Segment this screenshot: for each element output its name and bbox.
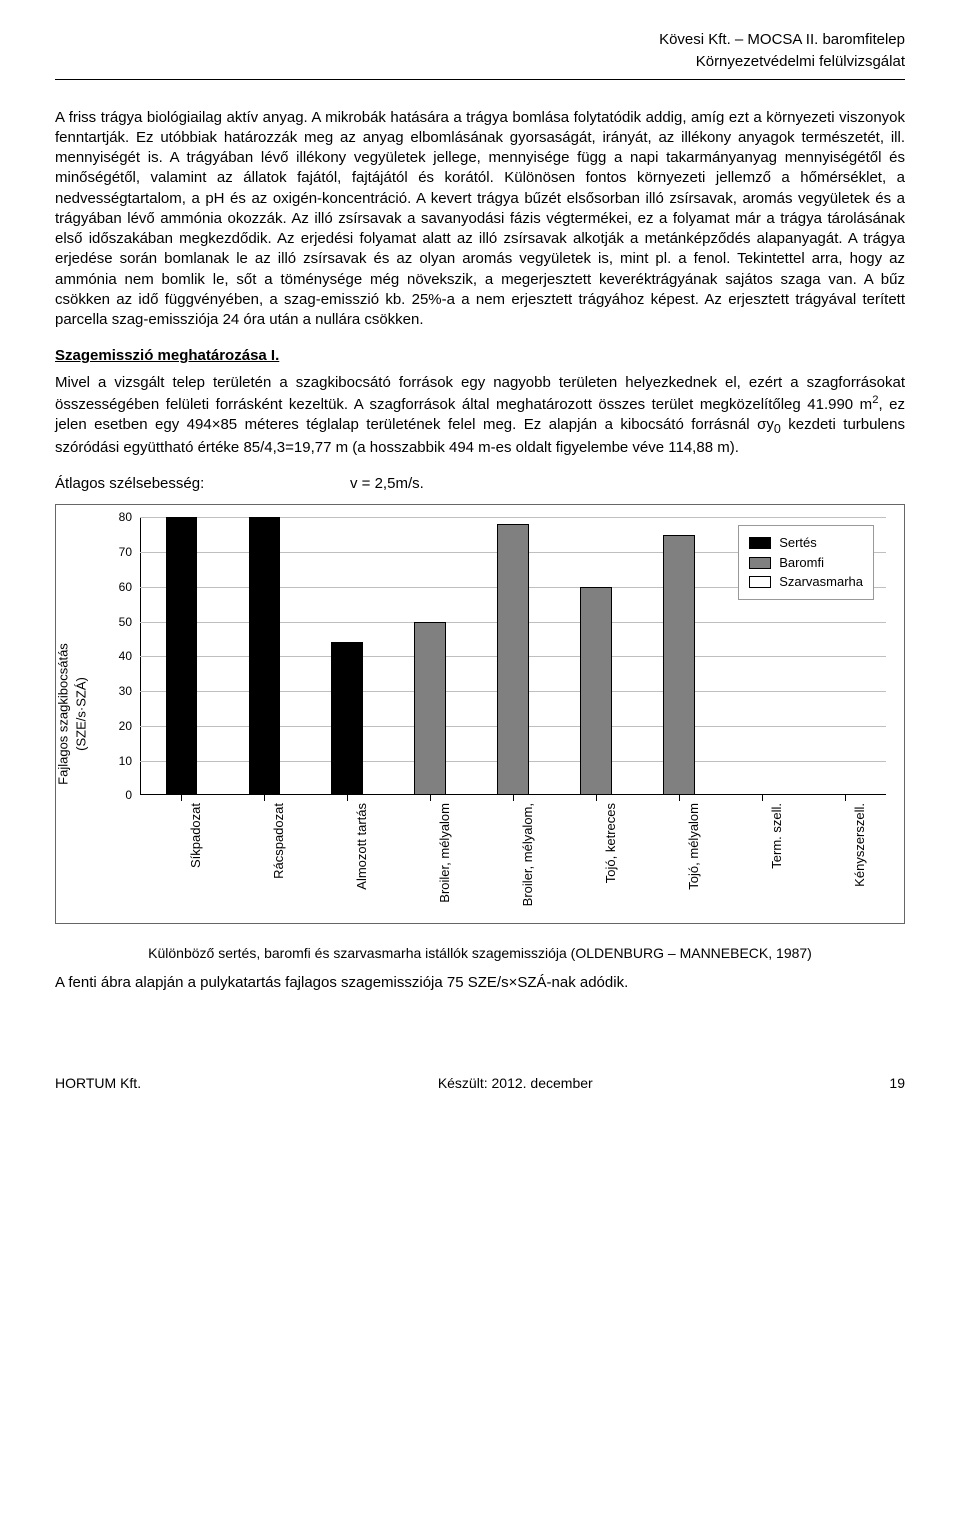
header-line-1: Kövesi Kft. – MOCSA II. baromfitelep <box>55 30 905 50</box>
page-footer: HORTUM Kft. Készült: 2012. december 19 <box>55 1074 905 1093</box>
y-ticks: 01020304050607080 <box>108 517 136 795</box>
bar <box>414 622 445 796</box>
x-label: Síkpadozat <box>187 803 205 868</box>
body-paragraph-1: A friss trágya biológiailag aktív anyag.… <box>55 108 905 331</box>
y-tick-label: 20 <box>119 718 132 734</box>
bar <box>663 535 694 796</box>
y-axis-title: Fajlagos szagkibocsátás(SZE/s·SZÁ) <box>54 614 89 814</box>
y-tick-label: 10 <box>119 753 132 769</box>
page-header: Kövesi Kft. – MOCSA II. baromfitelep Kör… <box>55 30 905 73</box>
y-tick-label: 50 <box>119 614 132 630</box>
header-rule <box>55 79 905 80</box>
x-label: Broiler, mélyalom, <box>519 803 537 906</box>
subscript-0: 0 <box>774 422 781 436</box>
x-label: Term. szell. <box>768 803 786 869</box>
footer-left: HORTUM Kft. <box>55 1074 141 1093</box>
bar <box>249 517 280 795</box>
windspeed-label: Átlagos szélsebesség: <box>55 474 350 494</box>
body-paragraph-2: Mivel a vizsgált telep területén a szagk… <box>55 373 905 459</box>
windspeed-row: Átlagos szélsebesség: v = 2,5m/s. <box>55 474 905 494</box>
x-labels: Síkpadozat Rácspadozat Almozott tartás Broi… <box>140 799 886 917</box>
footer-center: Készült: 2012. december <box>438 1074 593 1093</box>
x-label: Kényszerszell. <box>851 803 869 887</box>
x-label: Rácspadozat <box>270 803 288 879</box>
legend-label: Sertés <box>779 534 817 552</box>
legend-row: Sertés <box>749 534 863 552</box>
bar <box>580 587 611 796</box>
y-tick-label: 0 <box>125 787 132 803</box>
emission-chart: Fajlagos szagkibocsátás(SZE/s·SZÁ) 0 10 20… <box>55 504 905 924</box>
legend-label: Szarvasmarha <box>779 573 863 591</box>
y-tick-label: 60 <box>119 579 132 595</box>
legend-swatch <box>749 557 771 569</box>
para2-part-a: Mivel a vizsgált telep területén a szagk… <box>55 374 905 413</box>
bar <box>497 524 528 795</box>
section-title: Szagemisszió meghatározása I. <box>55 346 905 366</box>
legend-row: Baromfi <box>749 554 863 572</box>
legend: Sertés BaromfiSzarvasmarha <box>738 525 874 600</box>
windspeed-value: v = 2,5m/s. <box>350 474 424 494</box>
legend-label: Baromfi <box>779 554 824 572</box>
y-tick-label: 80 <box>119 509 132 525</box>
x-label: Tojó, mélyalom <box>685 803 703 890</box>
x-label: Tojó, ketreces <box>602 803 620 883</box>
header-line-2: Környezetvédelmi felülvizsgálat <box>55 52 905 72</box>
legend-swatch <box>749 537 771 549</box>
x-label: Broiler, mélyalom <box>436 803 454 903</box>
x-label: Almozott tartás <box>353 803 371 890</box>
y-tick-label: 70 <box>119 544 132 560</box>
bar <box>331 642 362 795</box>
after-caption-text: A fenti ábra alapján a pulykatartás fajl… <box>55 973 905 993</box>
bar <box>166 517 197 795</box>
chart-caption: Különböző sertés, baromfi és szarvasmarh… <box>55 944 905 963</box>
y-tick-label: 30 <box>119 683 132 699</box>
y-tick-label: 40 <box>119 648 132 664</box>
legend-swatch <box>749 576 771 588</box>
footer-right: 19 <box>889 1074 905 1093</box>
legend-row: Szarvasmarha <box>749 573 863 591</box>
